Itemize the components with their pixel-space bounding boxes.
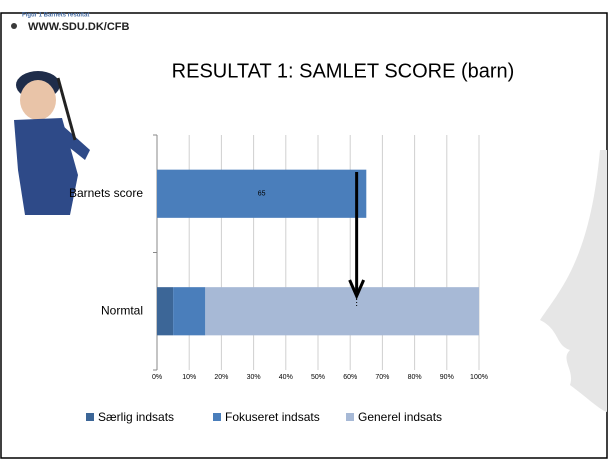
slide: Figur 1 Barnets resultat WWW.SDU.DK/CFB … [0, 0, 609, 459]
x-tick-label: 20% [214, 374, 228, 381]
x-tick-label: 100% [470, 374, 488, 381]
x-tick-label: 90% [440, 374, 454, 381]
bar-segment [205, 287, 479, 335]
x-tick-label: 60% [343, 374, 357, 381]
legend-label: Fokuseret indsats [225, 410, 320, 424]
legend-swatch [86, 413, 94, 421]
bar-segment [157, 287, 173, 335]
url: WWW.SDU.DK/CFB [28, 21, 129, 33]
legend-swatch [213, 413, 221, 421]
figure-label: Figur 1 Barnets resultat [22, 13, 89, 19]
y-tick-label: Normtal [101, 303, 143, 317]
chart-title: RESULTAT 1: SAMLET SCORE (barn) [172, 60, 515, 82]
legend-label: Generel indsats [358, 410, 442, 424]
x-tick-label: 70% [375, 374, 389, 381]
y-tick-label: Barnets score [69, 186, 143, 200]
bar-segment [173, 287, 205, 335]
data-label: 65 [258, 191, 266, 198]
x-tick-label: 40% [279, 374, 293, 381]
x-tick-label: 30% [247, 374, 261, 381]
x-tick-label: 80% [408, 374, 422, 381]
logo-mark [11, 23, 17, 29]
x-tick-label: 50% [311, 374, 325, 381]
legend-swatch [346, 413, 354, 421]
x-tick-label: 10% [182, 374, 196, 381]
x-tick-label: 0% [152, 374, 162, 381]
legend-label: Særlig indsats [98, 410, 174, 424]
